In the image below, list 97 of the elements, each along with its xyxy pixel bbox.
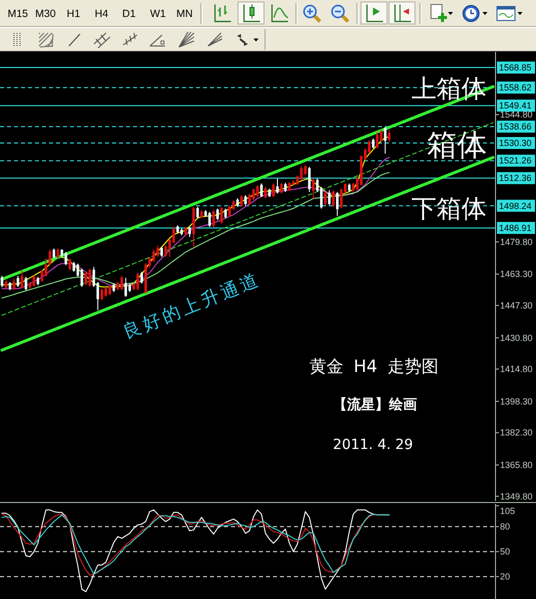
candlestick (224, 208, 227, 220)
candlestick (216, 208, 219, 221)
y-tick-label: 1382.30 (500, 428, 533, 438)
candlestick (16, 275, 20, 288)
candlestick (284, 182, 287, 192)
candlestick (52, 248, 56, 259)
candlestick (192, 206, 195, 248)
candlestick (72, 261, 76, 272)
annotation: 良好的上升通道 (120, 268, 264, 344)
candlestick (376, 131, 379, 149)
ref-line-label: 1498.24 (499, 200, 532, 211)
candlestick (136, 272, 140, 291)
candlestick (332, 190, 335, 208)
candlestick (8, 281, 12, 291)
y-tick-label: 1365.80 (500, 460, 533, 470)
candlestick (200, 210, 203, 220)
candlestick (112, 283, 116, 292)
candlestick (176, 224, 179, 234)
ref-line-label: 1486.91 (499, 222, 532, 233)
candlestick (276, 178, 279, 194)
text: M15 (8, 8, 28, 20)
ref-line-label: 1568.85 (499, 62, 532, 73)
candlestick (100, 288, 104, 301)
text: MN (176, 8, 193, 20)
candlestick (304, 164, 307, 176)
y-tick-label: 1430.80 (500, 332, 533, 343)
ref-line-label: 1512.36 (499, 173, 532, 184)
candlestick (124, 277, 128, 298)
candlestick (48, 248, 52, 266)
candlestick (280, 182, 283, 194)
candlestick (240, 194, 243, 208)
candlestick (32, 274, 36, 287)
candlestick (4, 280, 8, 289)
candlestick (388, 129, 391, 142)
candlestick (196, 206, 199, 220)
y-tick-label: 1398.30 (500, 396, 533, 406)
ref-line-label: 1538.66 (499, 122, 532, 132)
candlestick (64, 251, 68, 266)
candlestick (256, 184, 259, 198)
y-tick-label: 50 (500, 546, 510, 557)
candlestick (372, 138, 375, 149)
y-tick-label: 1544.80 (500, 110, 533, 120)
y-tick-label: 105 (500, 506, 516, 516)
candlestick (108, 284, 112, 296)
candlestick (244, 194, 247, 206)
candlestick (36, 276, 40, 286)
candlestick (212, 210, 215, 228)
candlestick (268, 188, 271, 198)
candlestick (328, 190, 331, 206)
candlestick (24, 276, 28, 291)
ref-line-label: 1549.41 (499, 100, 532, 111)
candlestick (324, 191, 327, 206)
candlestick (88, 268, 92, 288)
candlestick (104, 286, 108, 298)
candlestick (180, 228, 183, 236)
candlestick (188, 226, 191, 238)
candlestick (312, 178, 315, 200)
candlestick (264, 186, 267, 199)
annotation: 【流星】绘画 (333, 396, 417, 413)
candlestick (220, 206, 223, 224)
candlestick (0, 275, 4, 288)
candlestick (84, 271, 88, 286)
ref-line-label: 1530.30 (499, 138, 532, 148)
ref-line-label: 1521.26 (499, 156, 532, 166)
candlestick (12, 278, 16, 291)
y-tick-label: 1479.80 (500, 236, 533, 247)
text: H1 (66, 8, 80, 20)
y-tick-label: 1414.80 (500, 364, 533, 374)
candlestick (80, 268, 84, 288)
text: W1 (150, 8, 166, 20)
candlestick (272, 183, 275, 198)
annotation: 黄金 H4 走势图 (309, 357, 439, 377)
candlestick (288, 181, 291, 192)
candlestick (348, 183, 351, 192)
candlestick (208, 211, 211, 228)
candlestick (184, 226, 187, 236)
text: M30 (35, 8, 56, 20)
candlestick (56, 248, 60, 259)
ref-line-label: 1558.62 (499, 82, 532, 93)
candlestick (336, 191, 339, 216)
candlestick (308, 166, 311, 192)
candlestick (384, 126, 387, 154)
candlestick (260, 183, 263, 198)
annotation: 2011. 4. 29 (332, 437, 414, 453)
y-tick-label: 80 (500, 522, 510, 532)
candlestick (120, 275, 124, 291)
y-tick-label: 1447.30 (500, 300, 533, 310)
candlestick (160, 246, 163, 258)
candlestick (68, 258, 72, 271)
y-tick-label: 20 (500, 572, 510, 582)
candlestick (20, 270, 24, 289)
text: D1 (122, 8, 136, 20)
y-tick-label: 1463.30 (500, 269, 533, 280)
candlestick (140, 271, 144, 284)
text: H4 (94, 8, 108, 20)
candlestick (236, 198, 239, 208)
y-tick-label: 1349.80 (500, 491, 533, 502)
